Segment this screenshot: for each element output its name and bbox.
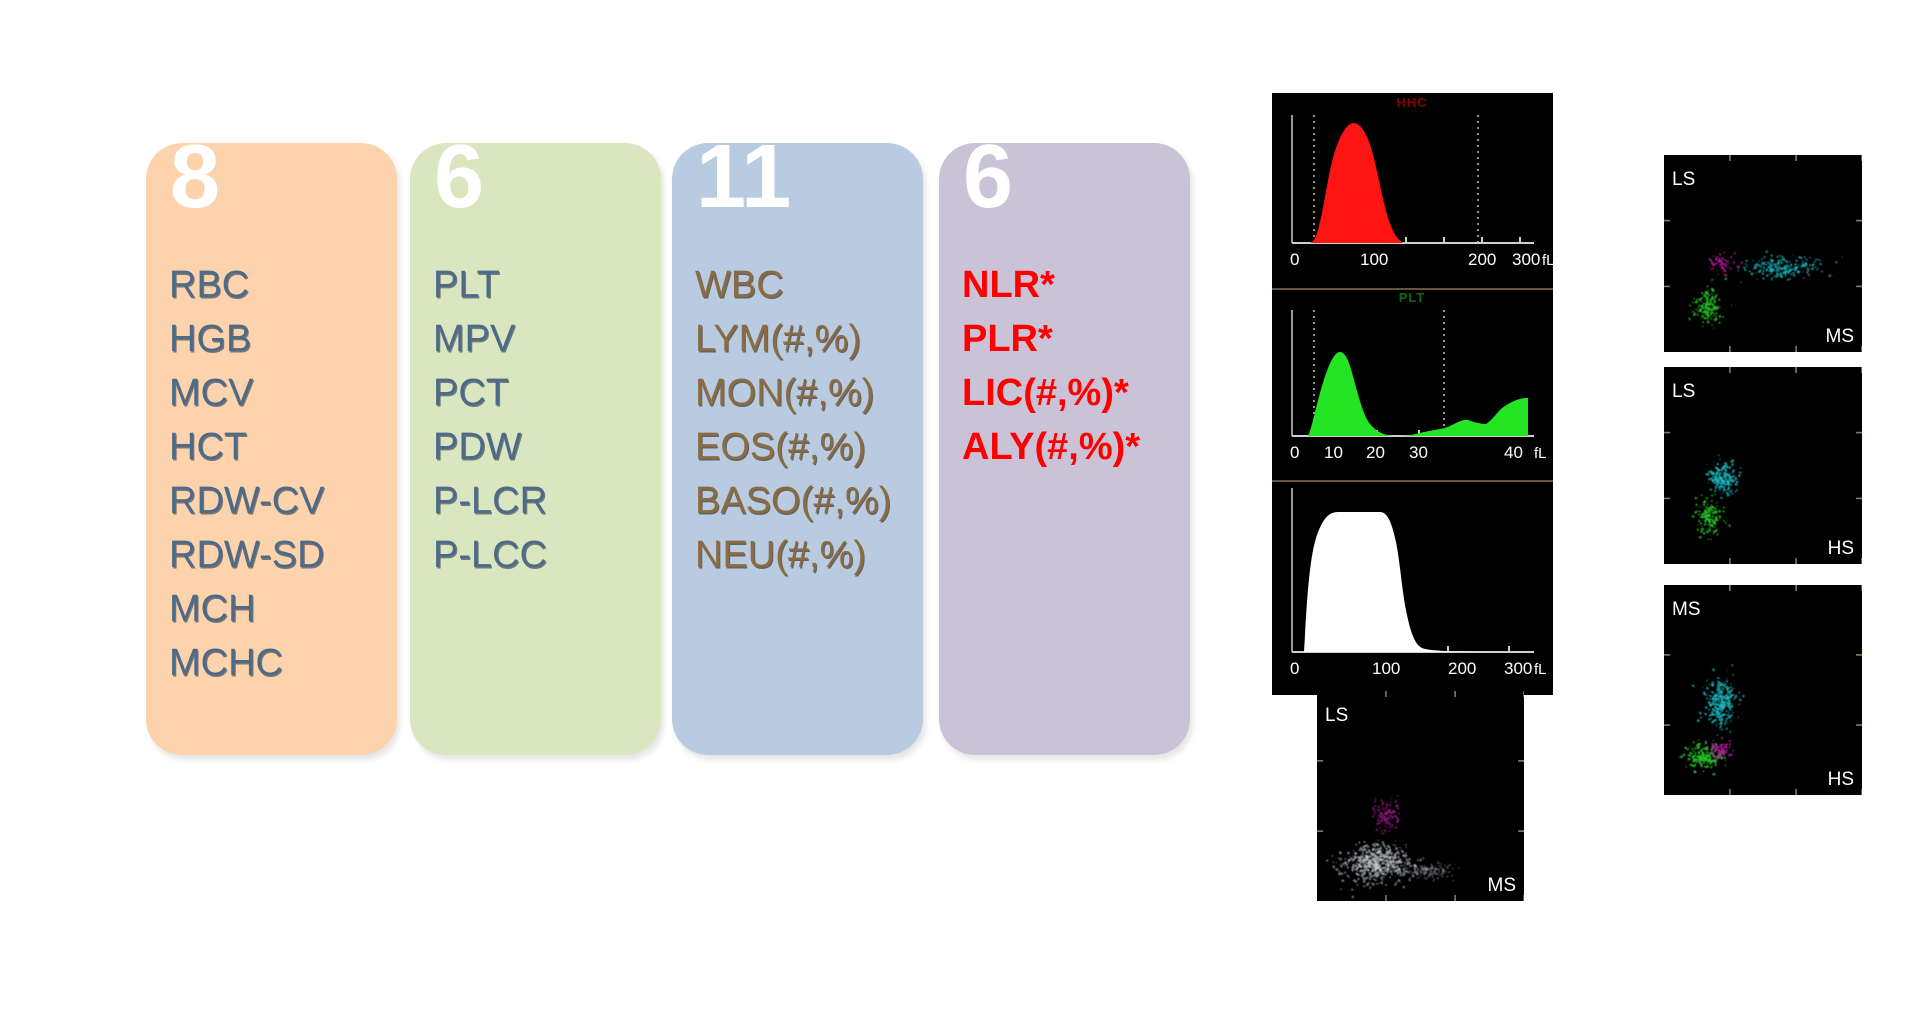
svg-text:10: 10: [1324, 443, 1343, 462]
svg-text:MS: MS: [1672, 599, 1701, 620]
svg-text:HHC: HHC: [1396, 95, 1427, 110]
svg-text:30: 30: [1409, 443, 1428, 462]
svg-text:0: 0: [1290, 250, 1299, 269]
svg-text:0: 0: [1290, 443, 1299, 462]
svg-text:LS: LS: [1672, 381, 1695, 402]
svg-text:40: 40: [1504, 443, 1523, 462]
svg-text:300: 300: [1504, 659, 1532, 678]
svg-text:LS: LS: [1325, 705, 1348, 726]
svg-text:100: 100: [1360, 250, 1388, 269]
svg-text:LS: LS: [1672, 169, 1695, 190]
svg-text:0: 0: [1290, 659, 1299, 678]
svg-text:HS: HS: [1828, 769, 1854, 790]
svg-text:fL: fL: [1534, 445, 1547, 462]
svg-text:300: 300: [1512, 250, 1540, 269]
svg-text:PLT: PLT: [1399, 290, 1426, 305]
svg-text:100: 100: [1372, 659, 1400, 678]
svg-text:fL: fL: [1542, 252, 1553, 269]
svg-text:HS: HS: [1828, 538, 1854, 559]
svg-text:MS: MS: [1826, 326, 1855, 347]
svg-text:20: 20: [1366, 443, 1385, 462]
svg-text:200: 200: [1448, 659, 1476, 678]
svg-text:fL: fL: [1534, 661, 1547, 678]
svg-text:200: 200: [1468, 250, 1496, 269]
svg-text:MS: MS: [1488, 875, 1517, 896]
